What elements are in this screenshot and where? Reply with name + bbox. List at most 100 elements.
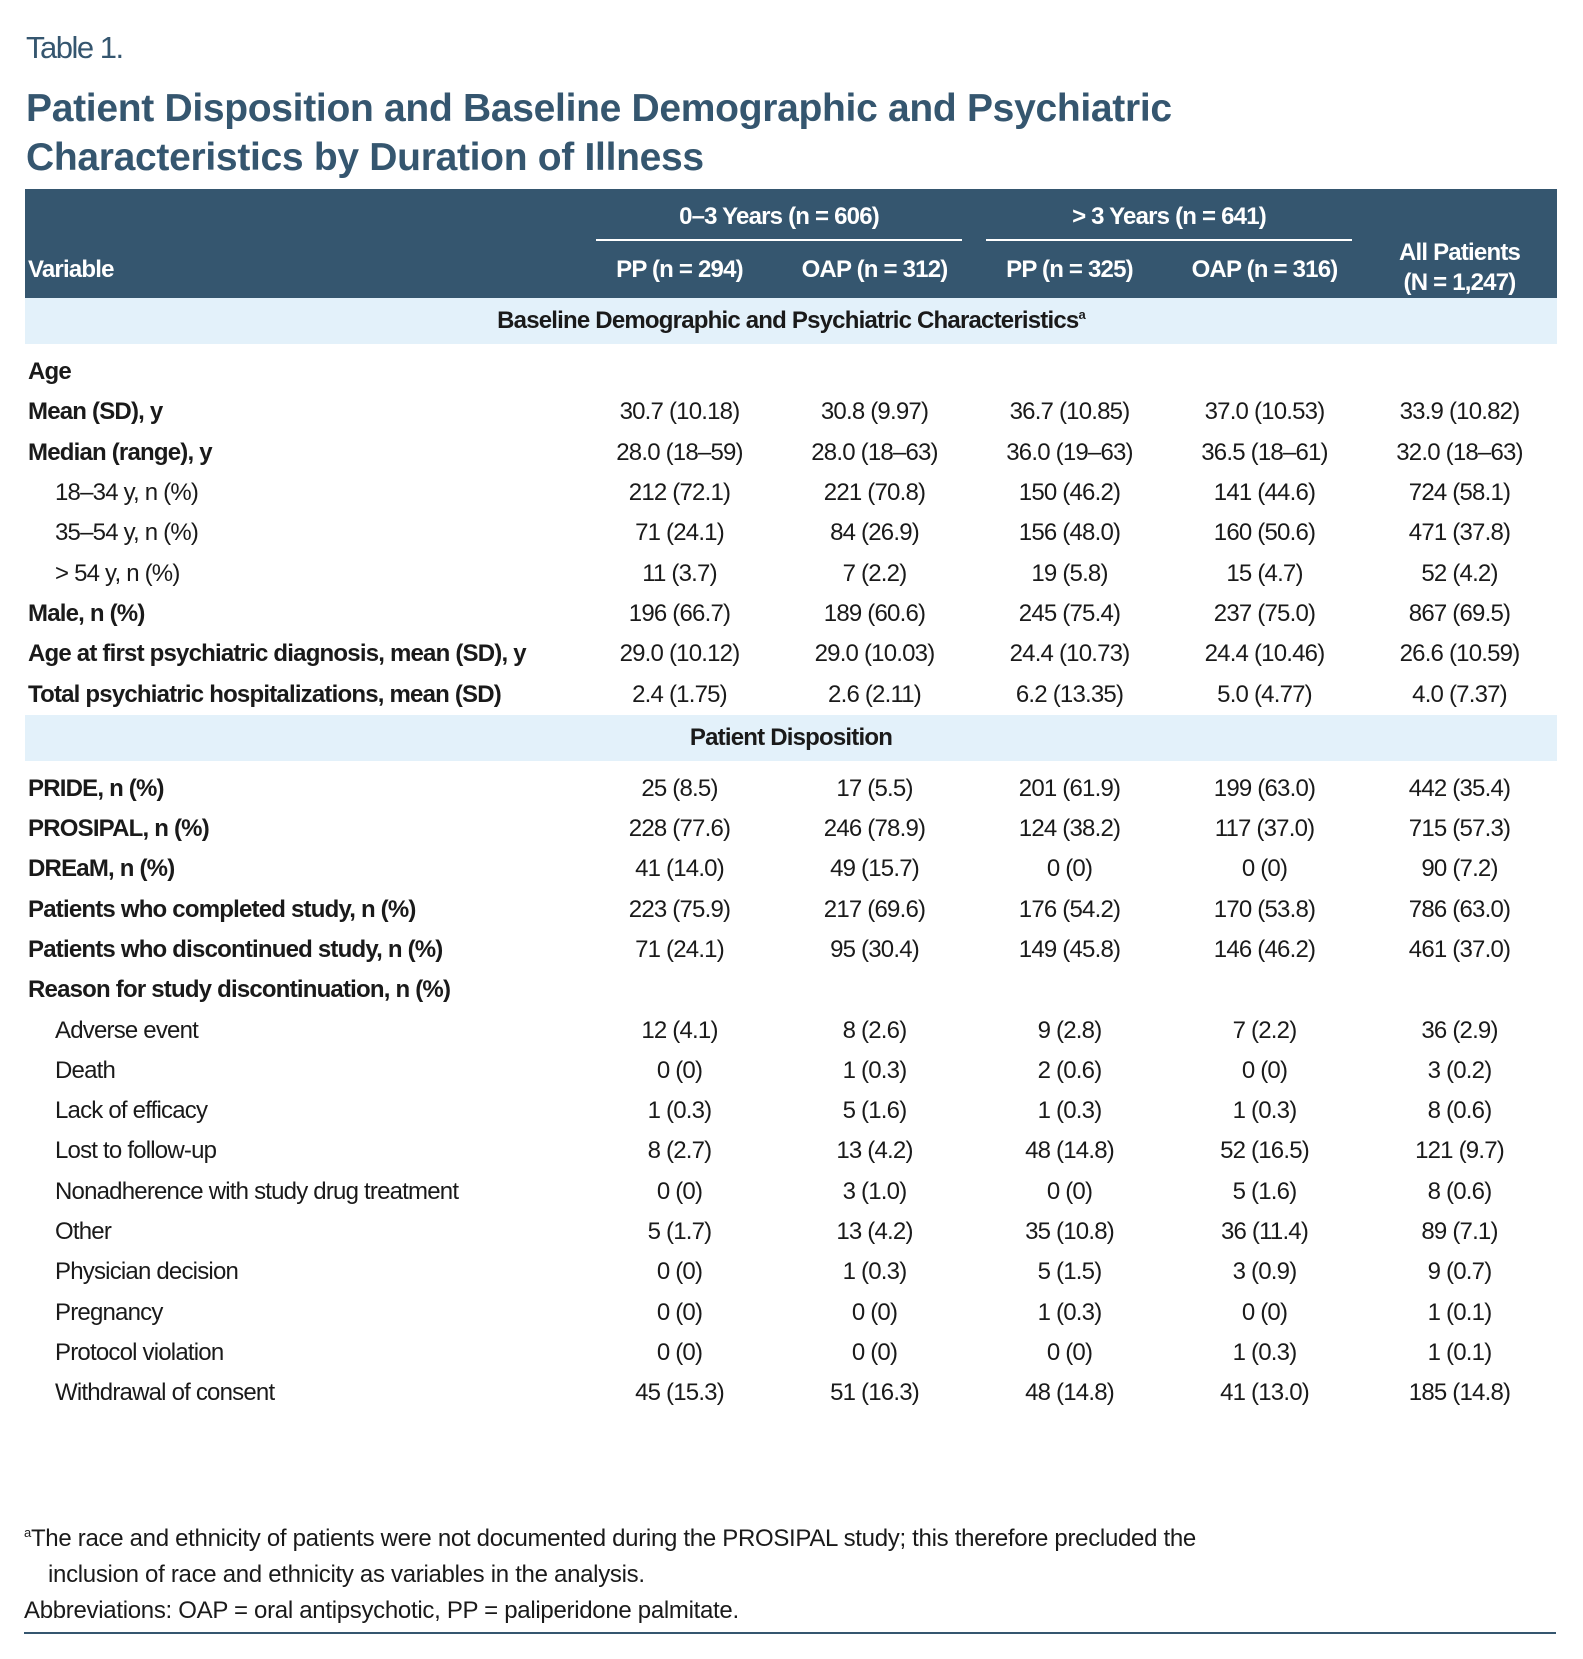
cell-value: 0 (0) xyxy=(851,1298,898,1326)
row-label: Physician decision xyxy=(55,1258,239,1286)
cell-value: 176 (54.2) xyxy=(1018,895,1121,923)
cell-value: 29.0 (10.03) xyxy=(814,640,936,668)
cell-value: 0 (0) xyxy=(1241,855,1288,883)
row-label: Lack of efficacy xyxy=(55,1097,208,1125)
table-row: Nonadherence with study drug treatment 0 … xyxy=(25,1172,1557,1212)
cell-value: 29.0 (10.12) xyxy=(619,640,741,668)
row-label: Death xyxy=(55,1056,116,1084)
cell-value: 36.0 (19–63) xyxy=(1006,438,1133,466)
cell-value: 1 (0.1) xyxy=(1427,1298,1493,1326)
row-label: Total psychiatric hospitalizations, mean… xyxy=(28,680,502,708)
cell-value: 5.0 (4.77) xyxy=(1217,680,1313,708)
cell-value: 36 (2.9) xyxy=(1421,1016,1498,1044)
row-label: Nonadherence with study drug treatment xyxy=(55,1177,459,1205)
cell-value: 715 (57.3) xyxy=(1408,815,1511,843)
cell-value: 170 (53.8) xyxy=(1213,895,1316,923)
cell-value: 0 (0) xyxy=(656,1298,703,1326)
cell-value: 196 (66.7) xyxy=(628,599,731,627)
table-row: Patients who completed study, n (%) 223 (… xyxy=(25,890,1557,930)
row-label: Pregnancy xyxy=(55,1298,163,1326)
cell-value xyxy=(777,352,972,392)
cell-value: 24.4 (10.73) xyxy=(1009,640,1131,668)
cell-value xyxy=(1362,352,1557,392)
cell-value: 51 (16.3) xyxy=(830,1379,920,1407)
cell-value: 117 (37.0) xyxy=(1214,815,1315,843)
cell-value: 95 (30.4) xyxy=(830,936,920,963)
row-label: PRIDE, n (%) xyxy=(28,774,165,802)
header-pp-0-3: PP (n = 294) xyxy=(582,241,777,298)
cell-value: 48 (14.8) xyxy=(1025,1137,1115,1165)
table-row: DREaM, n (%) 41 (14.0) 49 (15.7) 0 (0) 0 (0)… xyxy=(25,849,1557,889)
row-label: Patients who completed study, n (%) xyxy=(28,895,416,923)
cell-value: 6.2 (13.35) xyxy=(1015,680,1124,708)
cell-value: 8 (2.6) xyxy=(842,1016,908,1044)
cell-value: 41 (14.0) xyxy=(635,855,725,883)
row-label: > 54 y, n (%) xyxy=(55,559,180,587)
cell-value: 471 (37.8) xyxy=(1408,519,1511,547)
cell-value: 3 (0.2) xyxy=(1427,1056,1493,1084)
cell-value: 71 (24.1) xyxy=(635,936,725,963)
cell-value: 4.0 (7.37) xyxy=(1412,680,1508,708)
cell-value xyxy=(582,970,777,1010)
cell-value: 228 (77.6) xyxy=(628,815,731,843)
cell-value: 146 (46.2) xyxy=(1213,936,1316,963)
cell-value: 0 (0) xyxy=(1241,1298,1288,1326)
cell-value: 1 (0.1) xyxy=(1427,1338,1493,1366)
cell-value: 221 (70.8) xyxy=(823,479,926,507)
cell-value: 8 (0.6) xyxy=(1427,1097,1493,1125)
cell-value: 36.5 (18–61) xyxy=(1201,438,1328,466)
cell-value: 0 (0) xyxy=(1241,1056,1288,1084)
bottom-rule xyxy=(24,1632,1556,1634)
row-label: Other xyxy=(55,1218,112,1246)
row-label: Patients who discontinued study, n (%) xyxy=(28,936,443,963)
table-row: Lack of efficacy 1 (0.3) 5 (1.6) 1 (0.3) 1 (… xyxy=(25,1091,1557,1131)
cell-value: 30.8 (9.97) xyxy=(820,398,929,426)
table-label: Table 1. xyxy=(26,30,124,65)
cell-value: 1 (0.3) xyxy=(1232,1338,1298,1366)
table-row: Median (range), y 28.0 (18–59) 28.0 (18–63… xyxy=(25,433,1557,473)
cell-value: 245 (75.4) xyxy=(1018,599,1121,627)
cell-value: 49 (15.7) xyxy=(830,855,920,883)
cell-value: 9 (2.8) xyxy=(1037,1016,1103,1044)
cell-value: 36 (11.4) xyxy=(1220,1218,1309,1246)
cell-value: 0 (0) xyxy=(656,1056,703,1084)
cell-value: 36.7 (10.85) xyxy=(1009,398,1131,426)
header-all-patients: All Patients (N = 1,247) xyxy=(1362,189,1558,298)
footnotes: aThe race and ethnicity of patients were… xyxy=(24,1515,1554,1629)
footnote-a-continued: inclusion of race and ethnicity as varia… xyxy=(48,1561,645,1588)
table-row: Pregnancy 0 (0) 0 (0) 1 (0.3) 0 (0) 1 (0.1) xyxy=(25,1293,1557,1333)
row-label: Male, n (%) xyxy=(28,599,145,627)
table-row: Reason for study discontinuation, n (%) xyxy=(25,970,1557,1010)
cell-value: 1 (0.3) xyxy=(647,1097,713,1125)
cell-value: 237 (75.0) xyxy=(1213,599,1316,627)
cell-value: 45 (15.3) xyxy=(635,1379,725,1407)
cell-value xyxy=(582,352,777,392)
cell-value: 223 (75.9) xyxy=(628,895,731,923)
table-row: Lost to follow-up 8 (2.7) 13 (4.2) 48 (14.8… xyxy=(25,1131,1557,1171)
row-label: Reason for study discontinuation, n (%) xyxy=(28,976,451,1004)
cell-value xyxy=(1167,352,1362,392)
cell-value: 11 (3.7) xyxy=(642,559,717,587)
row-label: DREaM, n (%) xyxy=(28,855,175,883)
section-header: Baseline Demographic and Psychiatric Cha… xyxy=(25,298,1558,344)
cell-value: 5 (1.5) xyxy=(1037,1258,1103,1286)
cell-value: 0 (0) xyxy=(1046,855,1093,883)
cell-value: 0 (0) xyxy=(656,1258,703,1286)
cell-value: 5 (1.7) xyxy=(647,1218,713,1246)
row-label: Median (range), y xyxy=(28,438,213,466)
section-title: Patient Disposition xyxy=(689,723,893,751)
cell-value: 141 (44.6) xyxy=(1213,479,1316,507)
cell-value: 28.0 (18–63) xyxy=(811,438,938,466)
cell-value xyxy=(1167,970,1362,1010)
cell-value: 121 (9.7) xyxy=(1415,1137,1505,1165)
table-row: Withdrawal of consent 45 (15.3) 51 (16.3) 4… xyxy=(25,1373,1557,1413)
cell-value: 89 (7.1) xyxy=(1421,1218,1498,1246)
cell-value: 149 (45.8) xyxy=(1018,936,1121,963)
footnote-marker: a xyxy=(1078,307,1085,322)
cell-value: 442 (35.4) xyxy=(1408,774,1511,802)
cell-value: 30.7 (10.18) xyxy=(619,398,741,426)
cell-value: 724 (58.1) xyxy=(1408,479,1511,507)
table-row: Mean (SD), y 30.7 (10.18) 30.8 (9.97) 36.7 … xyxy=(25,392,1557,432)
table-row: Total psychiatric hospitalizations, mean… xyxy=(25,674,1557,714)
cell-value: 0 (0) xyxy=(656,1177,703,1205)
